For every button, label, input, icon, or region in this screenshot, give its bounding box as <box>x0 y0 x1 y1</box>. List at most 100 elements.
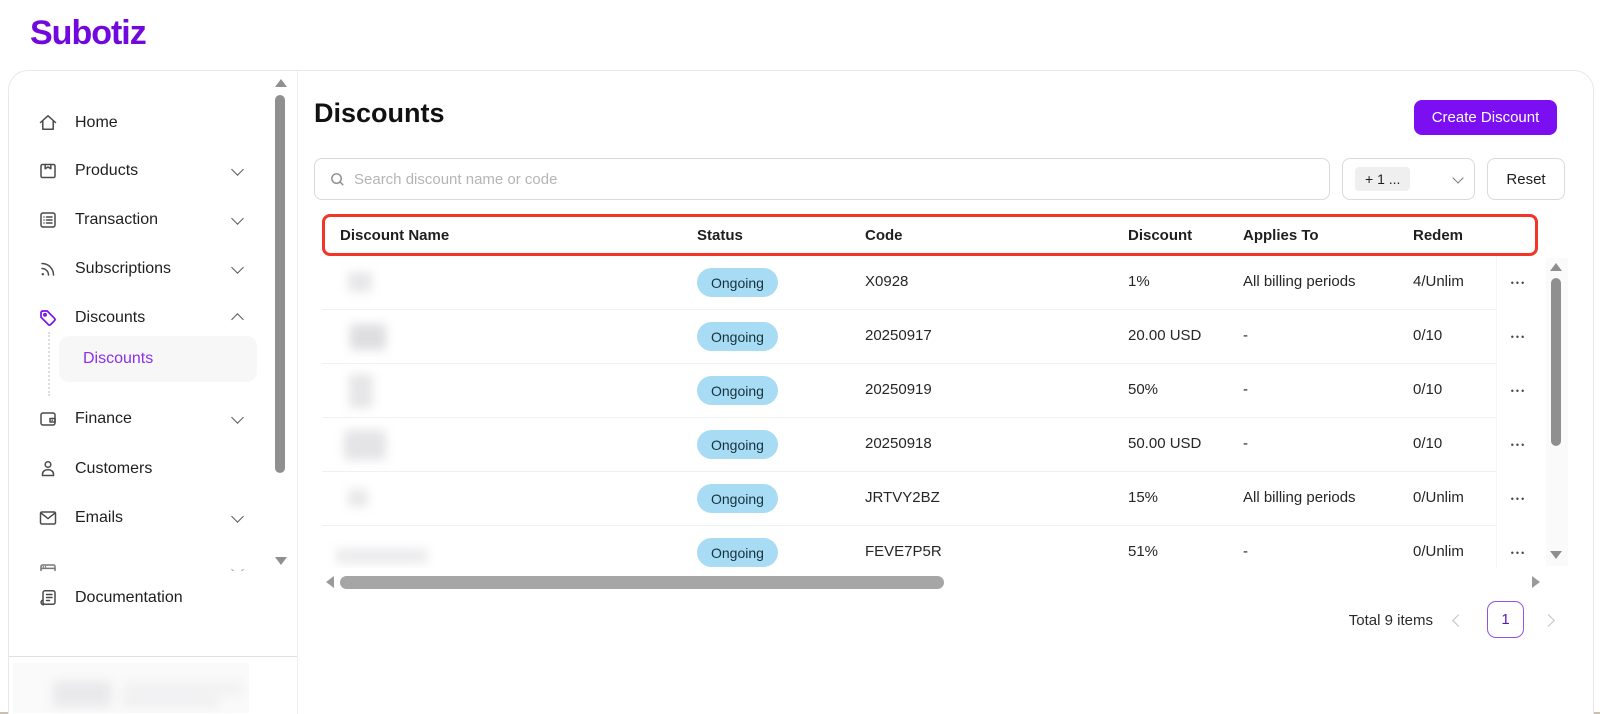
emails-icon <box>37 507 59 529</box>
sidebar-item-products[interactable]: Products <box>9 147 277 195</box>
sidebar-item-label: Customers <box>75 460 153 477</box>
cell-applies-to: All billing periods <box>1243 489 1356 506</box>
cell-code: JRTVY2BZ <box>865 489 940 506</box>
row-actions-cell: ••• <box>1496 256 1540 310</box>
cell-discount: 15% <box>1128 489 1159 506</box>
column-header-applies-to: Applies To <box>1243 227 1319 244</box>
ellipsis-icon[interactable]: ••• <box>1510 494 1527 504</box>
row-actions-cell: ••• <box>1496 310 1540 364</box>
sidebar-item-customers[interactable]: Customers <box>9 445 277 493</box>
table-scroll-down-arrow[interactable] <box>1550 551 1562 559</box>
sidebar-item-label: Discounts <box>75 309 146 326</box>
cell-discount: 51% <box>1128 543 1159 560</box>
reset-button[interactable]: Reset <box>1487 158 1565 200</box>
sidebar-divider <box>9 656 297 657</box>
subscriptions-icon <box>37 258 59 280</box>
table-row: Ongoing X0928 1% All billing periods 4/U… <box>322 256 1540 310</box>
chevron-down-icon <box>1452 171 1464 184</box>
customers-icon <box>37 458 59 480</box>
brand-logo[interactable]: Subotiz <box>30 14 147 52</box>
column-header-discount: Discount <box>1128 227 1193 244</box>
chevron-down-icon <box>231 212 244 225</box>
table-vertical-scrollbar-thumb[interactable] <box>1551 278 1561 446</box>
cell-discount: 50.00 USD <box>1128 435 1202 452</box>
cell-code: 20250918 <box>865 435 932 452</box>
finance-icon <box>37 408 59 430</box>
table-scroll-up-arrow[interactable] <box>1550 263 1562 271</box>
status-badge: Ongoing <box>697 322 778 351</box>
discounts-table-body: Ongoing X0928 1% All billing periods 4/U… <box>322 256 1540 568</box>
sidebar-item-home[interactable]: Home <box>9 99 277 147</box>
pagination-page-1[interactable]: 1 <box>1487 601 1524 638</box>
sidebar-item-subscriptions[interactable]: Subscriptions <box>9 245 277 293</box>
avatar <box>53 681 111 707</box>
sidebar-item-documentation[interactable]: Documentation <box>9 575 297 621</box>
cell-discount: 1% <box>1128 273 1150 290</box>
blurred-discount-name <box>344 430 386 460</box>
blurred-discount-name <box>349 374 373 408</box>
status-badge: Ongoing <box>697 538 778 567</box>
sidebar-item-partial-label-clipped <box>75 569 145 571</box>
cell-code: X0928 <box>865 273 909 290</box>
row-actions-cell: ••• <box>1496 472 1540 526</box>
ellipsis-icon[interactable]: ••• <box>1510 278 1527 288</box>
chevron-down-icon <box>231 261 244 274</box>
sidebar-item-emails[interactable]: Emails <box>9 494 277 542</box>
cell-applies-to: - <box>1243 381 1248 398</box>
ellipsis-icon[interactable]: ••• <box>1510 440 1527 450</box>
search-input[interactable] <box>354 170 1254 188</box>
table-row: Ongoing JRTVY2BZ 15% All billing periods… <box>322 472 1540 526</box>
blurred-discount-name <box>350 324 386 350</box>
discounts-tag-icon <box>37 307 59 329</box>
sidebar-item-partial[interactable] <box>9 547 277 571</box>
sidebar-item-label: Finance <box>75 410 132 427</box>
search-icon <box>329 171 346 188</box>
search-box <box>314 158 1330 200</box>
row-actions-cell: ••• <box>1496 364 1540 418</box>
filter-dropdown[interactable]: + 1 ... <box>1342 158 1475 200</box>
chevron-down-icon <box>231 510 244 523</box>
cell-redemption: 0/10 <box>1413 435 1443 452</box>
sidebar-scroll-up-arrow[interactable] <box>275 79 287 87</box>
profile-subtext-blur <box>123 697 219 706</box>
cell-discount: 20.00 USD <box>1128 327 1202 344</box>
sidebar-subitem-discounts[interactable]: Discounts <box>59 336 257 382</box>
status-badge: Ongoing <box>697 484 778 513</box>
sidebar-scroll-area: Home Products Transaction Subscriptions … <box>9 71 277 571</box>
column-header-code: Code <box>865 227 903 244</box>
sidebar-subitem-label: Discounts <box>83 350 154 367</box>
chevron-down-icon <box>231 563 244 571</box>
documentation-icon <box>37 587 59 609</box>
status-badge: Ongoing <box>697 268 778 297</box>
sidebar-item-finance[interactable]: Finance <box>9 395 277 443</box>
sidebar-item-label: Documentation <box>75 589 183 606</box>
sidebar-item-label: Transaction <box>75 211 158 228</box>
sidebar-scroll-down-arrow[interactable] <box>275 557 287 565</box>
ellipsis-icon[interactable]: ••• <box>1510 332 1527 342</box>
table-scroll-right-arrow[interactable] <box>1532 576 1540 588</box>
sidebar-item-discounts[interactable]: Discounts <box>9 294 277 342</box>
page-title: Discounts <box>314 98 445 128</box>
table-horizontal-scrollbar-thumb[interactable] <box>340 576 944 589</box>
cell-redemption: 4/Unlim <box>1413 273 1464 290</box>
filter-count-tag: + 1 ... <box>1355 167 1411 191</box>
row-actions-cell: ••• <box>1496 526 1540 568</box>
ellipsis-icon[interactable]: ••• <box>1510 386 1527 396</box>
pagination-total-text: Total 9 items <box>1348 612 1433 629</box>
sidebar-scrollbar-thumb[interactable] <box>275 95 285 473</box>
cell-applies-to: - <box>1243 435 1248 452</box>
create-discount-button[interactable]: Create Discount <box>1414 100 1557 135</box>
profile-name-blur <box>123 683 243 695</box>
chevron-up-icon <box>231 313 244 326</box>
table-scroll-left-arrow[interactable] <box>326 576 334 588</box>
sidebar-item-label: Emails <box>75 509 124 526</box>
transaction-icon <box>37 209 59 231</box>
sidebar-item-label: Subscriptions <box>75 260 172 277</box>
ellipsis-icon[interactable]: ••• <box>1510 548 1527 558</box>
table-row: Ongoing FEVE7P5R 51% - 0/Unlim ••• <box>322 526 1540 568</box>
blurred-discount-name <box>336 548 428 564</box>
sidebar-profile-area[interactable] <box>13 663 249 713</box>
sidebar-item-transaction[interactable]: Transaction <box>9 196 277 244</box>
window-icon <box>37 560 59 571</box>
